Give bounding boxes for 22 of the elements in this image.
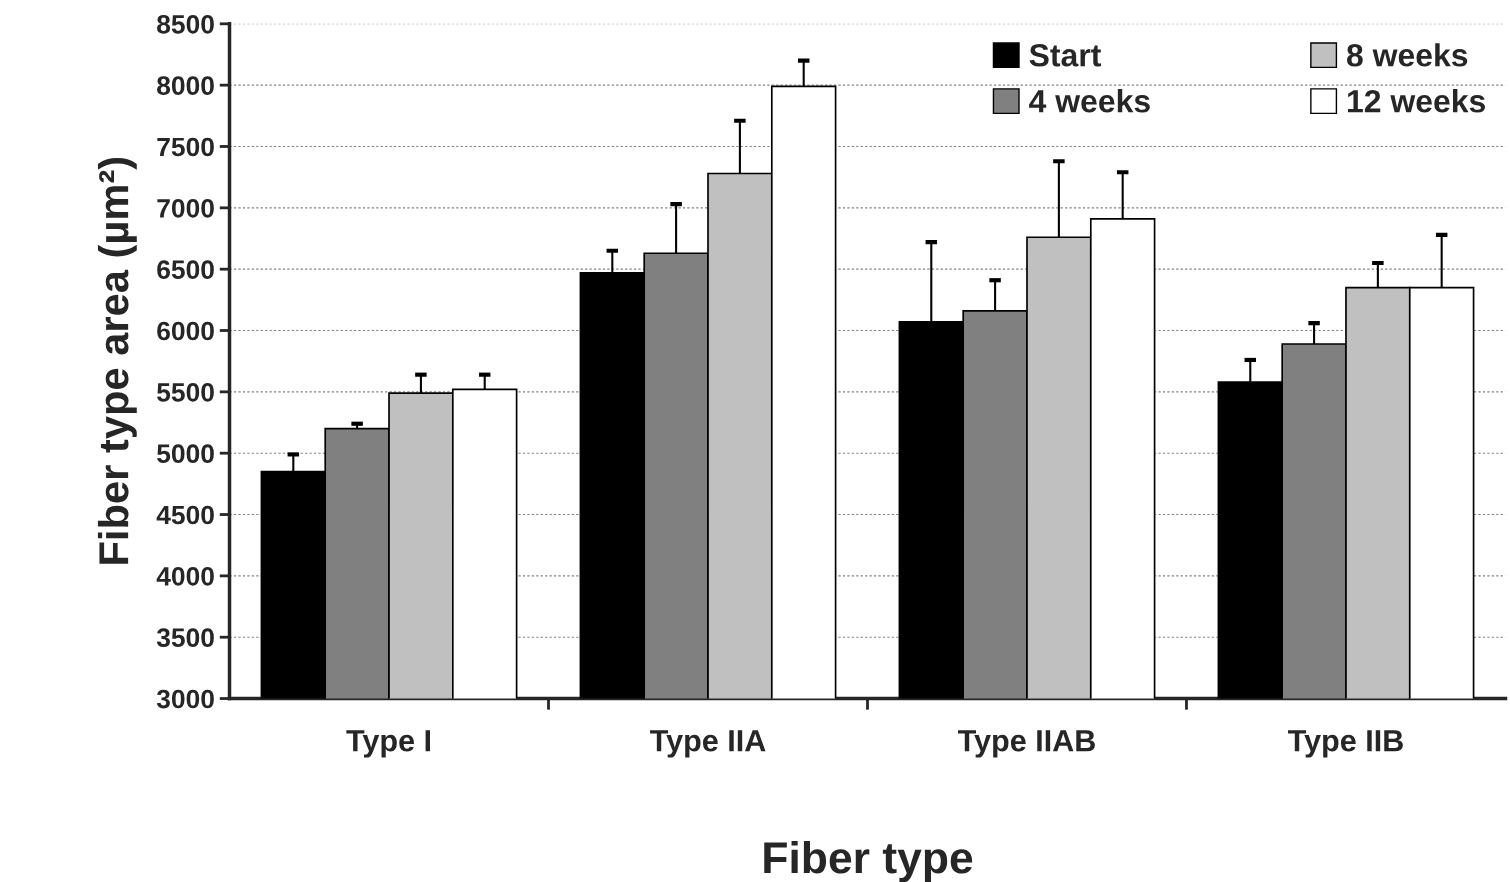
legend-label: 8 weeks: [1347, 43, 1468, 67]
y-tick-label: 8500: [157, 14, 214, 34]
y-axis-title: Fiber type area (µm²): [97, 157, 137, 564]
y-tick-label: 3500: [156, 628, 214, 648]
y-tick-label: 5500: [157, 382, 214, 402]
y-tick-label: 7000: [157, 198, 214, 218]
y-tick-label: 4000: [156, 567, 214, 586]
legend-label: Start: [1029, 43, 1101, 67]
x-tick-label: Type I: [346, 730, 430, 758]
y-tick-label: 8000: [157, 76, 214, 95]
y-tick-label: 6000: [157, 321, 214, 341]
y-tick-label: 5000: [157, 444, 214, 464]
x-tick-label: Type IIB: [1288, 730, 1403, 758]
y-tick-label: 4500: [156, 505, 214, 525]
x-tick-label: Type IIAB: [958, 730, 1095, 758]
x-tick-label: Type IIA: [650, 730, 766, 758]
x-axis-title: Fiber type: [764, 840, 973, 882]
y-tick-label: 6500: [157, 260, 214, 279]
y-tick-label: 3000: [156, 689, 214, 709]
legend-label: 4 weeks: [1029, 89, 1150, 113]
legend-label: 12 weeks: [1348, 89, 1486, 113]
y-tick-label: 7500: [157, 137, 214, 157]
